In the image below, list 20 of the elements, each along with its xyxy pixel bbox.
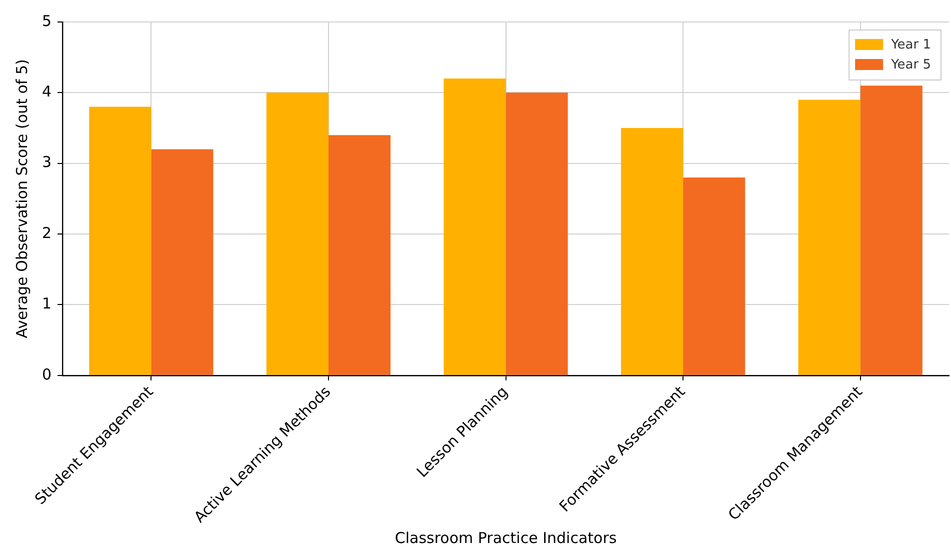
bar — [151, 149, 214, 375]
bar — [621, 128, 684, 375]
bar — [506, 92, 568, 375]
bar — [444, 78, 506, 375]
bar — [860, 86, 922, 375]
legend-label: Year 5 — [890, 57, 932, 72]
y-tick-label: 1 — [42, 294, 52, 313]
y-axis-title: Average Observation Score (out of 5) — [12, 59, 31, 338]
bar — [89, 106, 152, 375]
y-tick-label: 5 — [42, 12, 52, 30]
bar — [328, 135, 391, 375]
y-tick-label: 3 — [42, 153, 52, 172]
y-tick-label: 0 — [42, 365, 52, 384]
bar — [266, 92, 328, 375]
x-axis-title: Classroom Practice Indicators — [394, 528, 617, 547]
legend-label: Year 1 — [890, 37, 932, 52]
bar — [683, 177, 746, 375]
bar — [798, 100, 860, 375]
y-tick-label: 2 — [42, 224, 52, 242]
y-tick-label: 4 — [42, 82, 52, 101]
